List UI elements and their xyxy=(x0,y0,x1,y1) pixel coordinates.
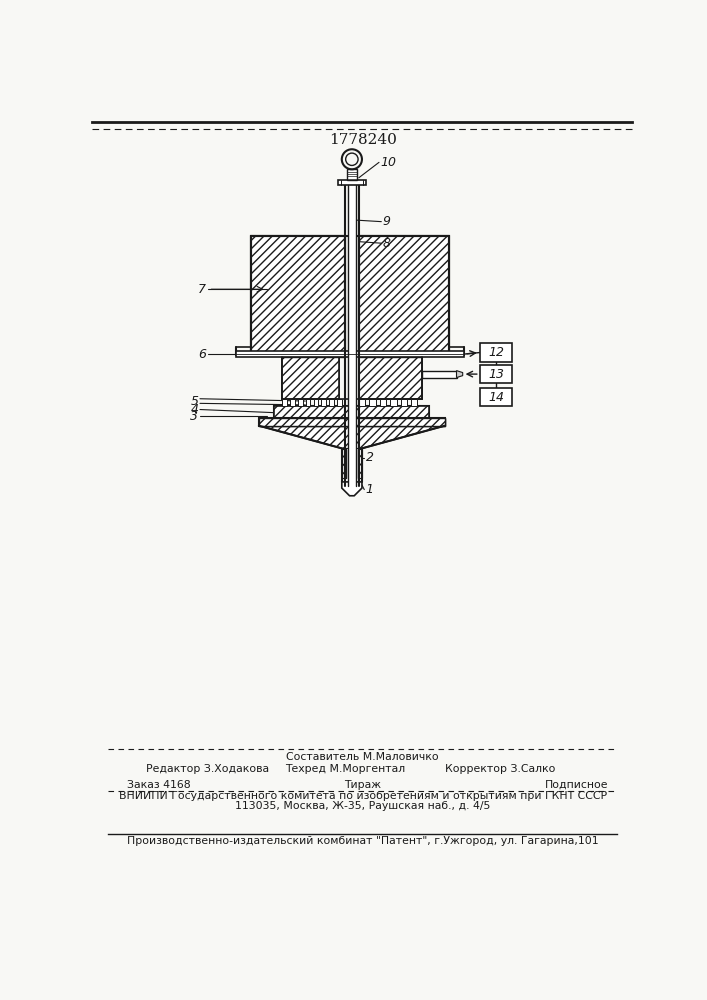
Bar xyxy=(274,406,429,418)
Text: ВНИИПИ Государственного комитета по изобретениям и открытиям при ГКНТ СССР: ВНИИПИ Государственного комитета по изоб… xyxy=(119,791,607,801)
Text: Техред М.Моргентал: Техред М.Моргентал xyxy=(285,764,405,774)
Bar xyxy=(259,418,445,426)
Bar xyxy=(338,180,366,185)
Bar xyxy=(480,343,513,362)
Text: 1778240: 1778240 xyxy=(329,133,397,147)
Bar xyxy=(346,449,358,482)
Text: Корректор З.Салко: Корректор З.Салко xyxy=(445,764,555,774)
Text: Тираж: Тираж xyxy=(344,780,381,790)
Bar xyxy=(359,235,449,355)
Text: 113035, Москва, Ж-35, Раушская наб., д. 4/5: 113035, Москва, Ж-35, Раушская наб., д. … xyxy=(235,801,491,811)
Bar xyxy=(274,406,429,418)
Text: 1: 1 xyxy=(366,483,374,496)
Text: 13: 13 xyxy=(488,368,504,381)
Bar xyxy=(298,399,303,406)
Text: 4: 4 xyxy=(190,403,199,416)
Bar xyxy=(282,357,339,399)
Bar xyxy=(480,365,513,383)
Text: 12: 12 xyxy=(488,346,504,359)
Bar xyxy=(359,235,449,355)
Text: 7: 7 xyxy=(198,283,206,296)
Bar xyxy=(369,399,375,406)
Text: Составитель М.Маловичко: Составитель М.Маловичко xyxy=(286,752,439,762)
Polygon shape xyxy=(457,371,462,378)
Bar xyxy=(390,399,397,406)
Polygon shape xyxy=(259,426,445,449)
Bar xyxy=(359,357,421,399)
Text: Заказ 4168: Заказ 4168 xyxy=(127,780,191,790)
Bar xyxy=(290,399,295,406)
Bar xyxy=(313,399,318,406)
Bar xyxy=(259,418,445,426)
Text: Редактор З.Ходакова: Редактор З.Ходакова xyxy=(146,764,269,774)
Bar xyxy=(358,449,362,478)
Bar xyxy=(421,371,457,378)
Bar xyxy=(282,399,287,406)
Text: 10: 10 xyxy=(380,156,397,169)
Bar xyxy=(341,449,346,478)
Bar xyxy=(329,399,334,406)
Bar xyxy=(380,399,386,406)
Bar xyxy=(337,399,341,406)
Text: 5: 5 xyxy=(190,395,199,408)
Text: 8: 8 xyxy=(383,237,391,250)
Bar xyxy=(347,169,356,180)
Text: 2: 2 xyxy=(366,451,374,464)
Text: Производственно-издательский комбинат "Патент", г.Ужгород, ул. Гагарина,101: Производственно-издательский комбинат "П… xyxy=(127,836,599,846)
Text: 11: 11 xyxy=(371,381,387,394)
Text: 9: 9 xyxy=(383,215,391,228)
Text: 3: 3 xyxy=(190,410,199,423)
Bar xyxy=(411,399,417,406)
Bar xyxy=(322,399,326,406)
Bar xyxy=(348,185,356,486)
Bar xyxy=(235,351,464,357)
Bar xyxy=(401,399,407,406)
Bar xyxy=(480,388,513,406)
Bar xyxy=(251,235,345,355)
Text: 14: 14 xyxy=(488,391,504,404)
Text: 6: 6 xyxy=(198,348,206,361)
Text: Подписное: Подписное xyxy=(545,780,609,790)
Bar xyxy=(274,406,429,418)
Bar xyxy=(259,418,445,426)
Polygon shape xyxy=(341,482,362,496)
Bar xyxy=(282,357,339,399)
Bar xyxy=(251,235,345,355)
Bar xyxy=(305,399,310,406)
Bar xyxy=(359,357,421,399)
Bar xyxy=(359,399,365,406)
